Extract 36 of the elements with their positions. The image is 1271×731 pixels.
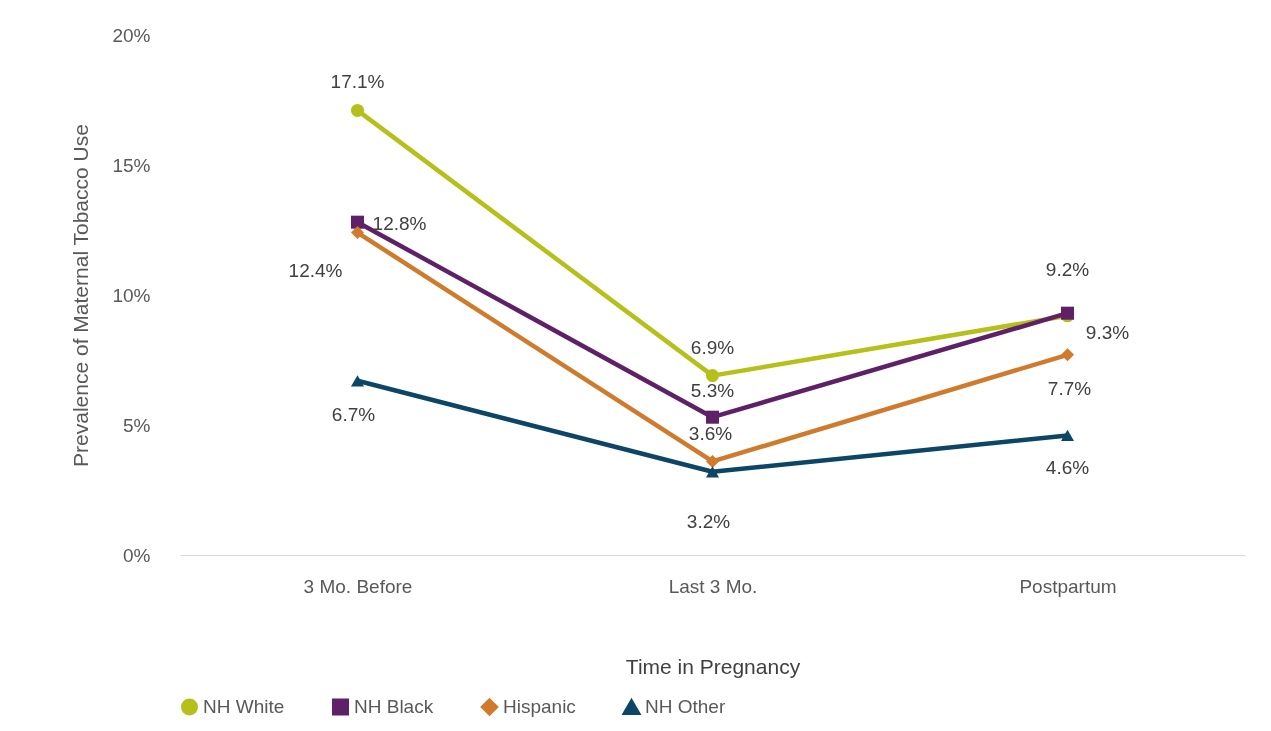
y-tick-label: 20% <box>112 24 151 46</box>
data-label: 12.8% <box>372 213 427 235</box>
point <box>350 103 365 117</box>
legend-label: NH Other <box>645 696 726 718</box>
legend-label: NH Black <box>354 695 434 717</box>
data-label: 6.7% <box>331 403 376 425</box>
point <box>350 375 365 387</box>
x-axis-title: Time in Pregnancy <box>625 654 801 678</box>
point <box>1060 429 1075 442</box>
x-tick-label: Postpartum <box>1019 575 1117 597</box>
point <box>705 369 720 383</box>
point <box>1060 348 1075 362</box>
legend-label: NH White <box>203 695 285 717</box>
data-label: 6.9% <box>690 336 735 358</box>
point <box>350 215 365 229</box>
y-tick-label: 15% <box>112 154 151 176</box>
point <box>705 466 720 478</box>
data-label: 17.1% <box>330 71 385 93</box>
data-label: 4.6% <box>1045 457 1090 479</box>
y-axis-title: Prevalence of Maternal Tobacco Use <box>69 124 93 467</box>
y-tick-label: 0% <box>123 544 151 566</box>
data-label: 9.3% <box>1085 322 1130 344</box>
point <box>705 410 720 424</box>
point <box>705 454 720 468</box>
point <box>350 226 365 240</box>
y-tick-label: 10% <box>112 284 151 306</box>
legend-label: Hispanic <box>503 695 576 717</box>
data-label: 12.4% <box>288 259 343 281</box>
y-tick-label: 5% <box>123 414 151 436</box>
data-label: 3.6% <box>688 423 733 445</box>
data-label: 7.7% <box>1047 377 1092 399</box>
x-tick-label: Last 3 Mo. <box>668 575 758 597</box>
data-label: 3.2% <box>686 510 731 532</box>
data-label: 9.2% <box>1045 258 1090 280</box>
x-tick-label: 3 Mo. Before <box>303 575 413 597</box>
data-label: 5.3% <box>690 380 735 402</box>
